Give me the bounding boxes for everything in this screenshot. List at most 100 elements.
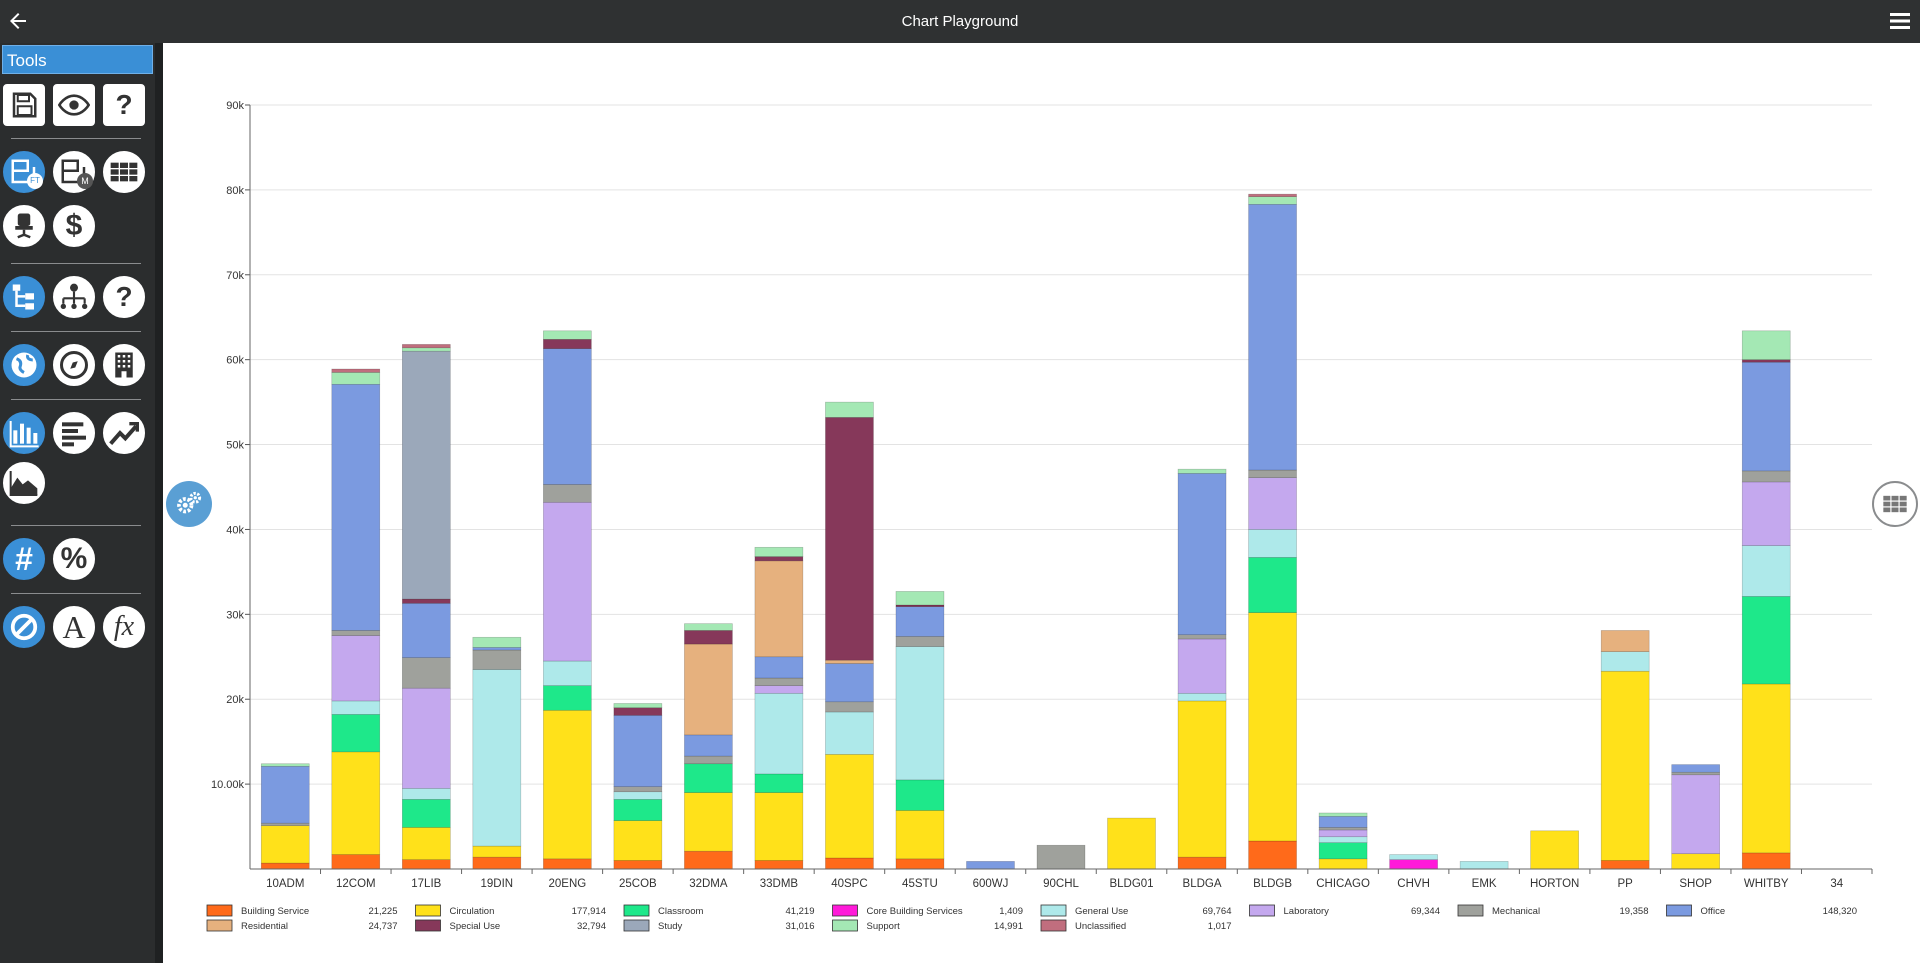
- save-icon[interactable]: [1, 82, 47, 128]
- horizontal-bar-icon[interactable]: [51, 410, 97, 456]
- area-chart-icon[interactable]: [1, 460, 47, 506]
- tree-icon[interactable]: [1, 274, 47, 320]
- bar-chart-icon[interactable]: [1, 410, 47, 456]
- back-arrow-icon[interactable]: [6, 9, 30, 33]
- chair-icon[interactable]: [1, 203, 47, 249]
- x-tick-label: 90CHL: [1043, 878, 1079, 890]
- org-chart-icon[interactable]: [51, 274, 97, 320]
- bar-segment: [1741, 596, 1791, 685]
- chart-settings-button[interactable]: [166, 481, 212, 527]
- bar-segment: [825, 417, 874, 661]
- hash-icon[interactable]: #: [1, 536, 47, 582]
- y-tick-label: 50k: [226, 440, 244, 452]
- bar-segment: [1248, 193, 1297, 197]
- bar-segment: [1248, 469, 1297, 478]
- bar-segment: [1741, 683, 1791, 854]
- bar-segment: [754, 685, 804, 694]
- legend-item: Classroom 41,219: [623, 904, 815, 917]
- building-icon[interactable]: [101, 342, 147, 388]
- ft-badge: FT: [27, 173, 43, 189]
- x-tick-label: CHVH: [1397, 878, 1430, 890]
- bar-segment: [1177, 473, 1227, 636]
- bar-segment: [331, 630, 381, 636]
- floorplan-ft-icon[interactable]: FT: [1, 149, 47, 195]
- bar-segment: [260, 862, 310, 870]
- bar-segment: [260, 763, 310, 767]
- legend-item: Laboratory 69,344: [1249, 904, 1440, 917]
- legend-item: Mechanical 19,358: [1457, 904, 1649, 917]
- top-bar: Chart Playground: [0, 0, 1920, 43]
- help-icon[interactable]: ?: [101, 82, 147, 128]
- function-icon[interactable]: fx: [101, 604, 147, 650]
- data-grid-button[interactable]: [1872, 481, 1918, 527]
- legend-total: 31,016: [785, 921, 814, 932]
- floorplan-m-icon[interactable]: M: [51, 149, 97, 195]
- bar-segment: [895, 606, 945, 637]
- bar-segment: [1671, 771, 1720, 776]
- legend-swatch: [832, 904, 858, 917]
- bar-segment: [1671, 774, 1720, 855]
- legend-item: Office 148,320: [1666, 904, 1857, 917]
- legend-label: Laboratory: [1284, 906, 1330, 917]
- y-tick-label: 30k: [226, 609, 244, 621]
- bar-segment: [825, 857, 874, 870]
- legend-item: Unclassified 1,017: [1040, 919, 1232, 932]
- legend-label: Core Building Services: [867, 906, 963, 917]
- eye-icon[interactable]: [51, 82, 97, 128]
- legend-label: Office: [1701, 906, 1726, 917]
- compass-icon[interactable]: [51, 342, 97, 388]
- x-tick-label: 600WJ: [973, 878, 1009, 890]
- line-chart-icon[interactable]: [101, 410, 147, 456]
- bar-segment: [543, 660, 592, 686]
- legend-label: Special Use: [450, 921, 501, 932]
- hamburger-menu-icon[interactable]: [1888, 9, 1912, 33]
- bar-segment: [472, 856, 522, 870]
- legend-label: Classroom: [658, 906, 703, 917]
- bar-segment: [613, 703, 663, 709]
- bar-segment: [402, 859, 451, 870]
- help-icon[interactable]: ?: [101, 274, 147, 320]
- legend-item: Residential 24,737: [206, 919, 398, 932]
- bar-segment: [895, 779, 945, 811]
- percent-icon[interactable]: %: [51, 536, 97, 582]
- legend-swatch: [1040, 904, 1067, 917]
- bar-segment: [684, 763, 733, 793]
- x-tick-label: HORTON: [1530, 878, 1579, 890]
- x-tick-label: WHITBY: [1744, 878, 1789, 890]
- sidebar-edge: [155, 43, 163, 963]
- bar-segment: [1741, 852, 1791, 870]
- no-icon[interactable]: [1, 604, 47, 650]
- bar-segment: [1248, 840, 1297, 870]
- bar-segment: [1248, 612, 1297, 842]
- legend-item: Support 14,991: [832, 919, 1023, 932]
- bar-segment: [1741, 359, 1791, 363]
- tools-sidebar: Tools ? FT M $ ?: [0, 43, 155, 963]
- bar-segment: [402, 788, 451, 800]
- legend-item: Study 31,016: [623, 919, 815, 932]
- bar-segment: [402, 799, 451, 828]
- y-tick-label: 10.00k: [211, 779, 245, 791]
- bar-segment: [331, 383, 381, 631]
- dollar-icon[interactable]: $: [51, 203, 97, 249]
- legend-label: General Use: [1075, 906, 1128, 917]
- bar-segment: [754, 546, 804, 557]
- legend-label: Residential: [241, 921, 288, 932]
- font-icon[interactable]: A: [51, 604, 97, 650]
- bar-segment: [1318, 836, 1368, 843]
- bar-segment: [331, 714, 381, 753]
- bar-segment: [684, 623, 733, 631]
- bar-segment: [825, 754, 874, 859]
- x-tick-label: 12COM: [336, 878, 376, 890]
- bar-segment: [331, 700, 381, 715]
- bar-segment: [402, 350, 451, 600]
- globe-icon[interactable]: [1, 342, 47, 388]
- bar-segment: [260, 765, 310, 824]
- bar-segment: [1741, 330, 1791, 360]
- y-tick-label: 70k: [226, 270, 244, 282]
- legend-swatch: [1249, 904, 1275, 917]
- grid-icon[interactable]: [101, 149, 147, 195]
- bar-segment: [1177, 468, 1227, 474]
- bar-segment: [966, 861, 1015, 870]
- bar-segment: [754, 560, 804, 658]
